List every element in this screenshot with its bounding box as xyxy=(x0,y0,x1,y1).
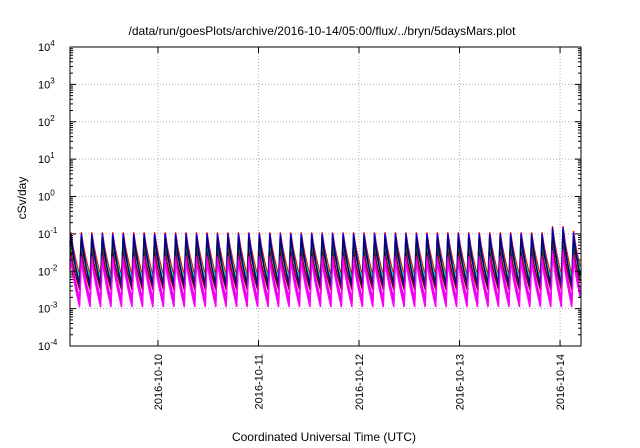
y-tick-label: 100 xyxy=(38,189,55,204)
x-tick-label: 2016-10-12 xyxy=(354,354,366,410)
y-tick-label: 10-3 xyxy=(38,301,58,316)
y-tick-label: 10-1 xyxy=(38,226,58,241)
y-tick-label: 102 xyxy=(38,114,55,129)
x-axis: 2016-10-10 2016-10-11 2016-10-12 2016-10-13… xyxy=(153,47,567,410)
x-tick-label: 2016-10-14 xyxy=(555,354,567,410)
x-axis-label: Coordinated Universal Time (UTC) xyxy=(232,430,416,444)
y-tick-label: 10-4 xyxy=(38,338,58,353)
y-tick-label: 103 xyxy=(38,76,55,91)
y-tick-label: 101 xyxy=(38,151,55,166)
y-tick-label: 104 xyxy=(38,39,55,54)
series-line-8 xyxy=(69,231,581,287)
x-tick-label: 2016-10-10 xyxy=(153,354,165,410)
x-tick-label: 2016-10-13 xyxy=(455,354,467,410)
x-tick-label: 2016-10-11 xyxy=(253,354,265,409)
chart-title: /data/run/goesPlots/archive/2016-10-14/0… xyxy=(129,24,517,38)
y-tick-label: 10-2 xyxy=(38,263,58,278)
y-axis-label: cSv/day xyxy=(15,177,29,220)
y-axis: 10-4 10-3 10-2 10-1 100 101 102 103 104 xyxy=(38,39,581,353)
series-group xyxy=(69,226,581,308)
series-line-10 xyxy=(69,253,581,308)
grid xyxy=(70,47,581,346)
